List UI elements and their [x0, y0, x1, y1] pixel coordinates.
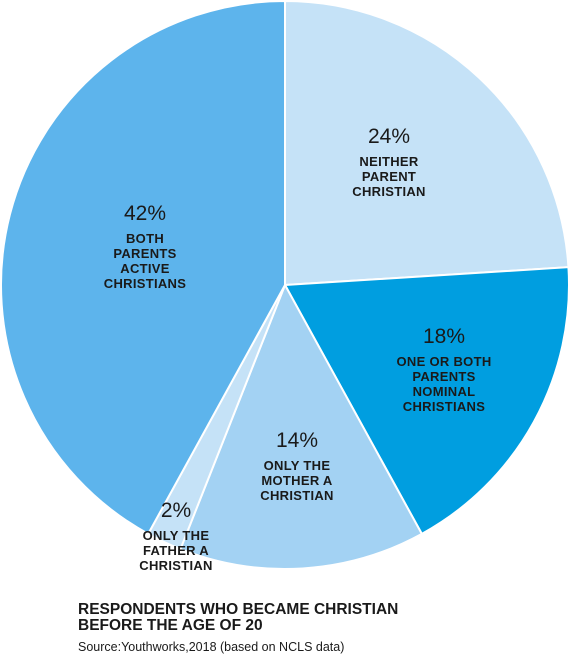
slice-label-both-active-line-1: BOTH: [126, 231, 164, 246]
slice-label-neither-parent-line-2: PARENT: [362, 169, 416, 184]
slice-percent-only-mother: 14%: [276, 429, 318, 452]
chart-title-line-2: BEFORE THE AGE OF 20: [78, 617, 263, 634]
slice-label-one-or-both-nominal-line-1: ONE OR BOTH: [396, 354, 491, 369]
slice-percent-only-father: 2%: [161, 499, 191, 522]
slice-label-neither-parent-line-1: NEITHER: [359, 154, 418, 169]
chart-title: RESPONDENTS WHO BECAME CHRISTIAN BEFORE …: [78, 602, 558, 634]
slice-label-only-mother-line-2: MOTHER A: [261, 473, 333, 488]
pie-slice-both-active: [0, 0, 286, 536]
chart-source: Source:Youthworks,2018 (based on NCLS da…: [78, 640, 345, 654]
pie-slices: [0, 0, 570, 570]
slice-label-only-mother-line-3: CHRISTIAN: [260, 488, 333, 503]
slice-label-only-father-line-2: FATHER A: [143, 543, 209, 558]
slice-label-both-active-line-4: CHRISTIANS: [104, 276, 186, 291]
slice-label-only-father-line-1: ONLY THE: [143, 528, 210, 543]
slice-label-neither-parent-line-3: CHRISTIAN: [352, 184, 425, 199]
pie-slice-only-mother: [179, 282, 424, 570]
slice-label-one-or-both-nominal-line-3: NOMINAL: [413, 384, 476, 399]
pie-slice-one-or-both-nominal: [283, 266, 570, 536]
slice-label-only-father-line-3: CHRISTIAN: [139, 558, 212, 573]
slice-label-both-active-line-2: PARENTS: [113, 246, 176, 261]
slice-label-one-or-both-nominal-line-2: PARENTS: [412, 369, 475, 384]
chart-title-line-1: RESPONDENTS WHO BECAME CHRISTIAN: [78, 601, 399, 618]
slice-label-only-mother-line-1: ONLY THE: [264, 458, 331, 473]
slice-percent-one-or-both-nominal: 18%: [423, 325, 465, 348]
slice-percent-both-active: 42%: [124, 202, 166, 225]
slice-percent-neither-parent: 24%: [368, 125, 410, 148]
slice-label-both-active-line-3: ACTIVE: [120, 261, 169, 276]
pie-slice-neither-parent: [284, 0, 570, 287]
slice-label-one-or-both-nominal-line-4: CHRISTIANS: [403, 399, 485, 414]
